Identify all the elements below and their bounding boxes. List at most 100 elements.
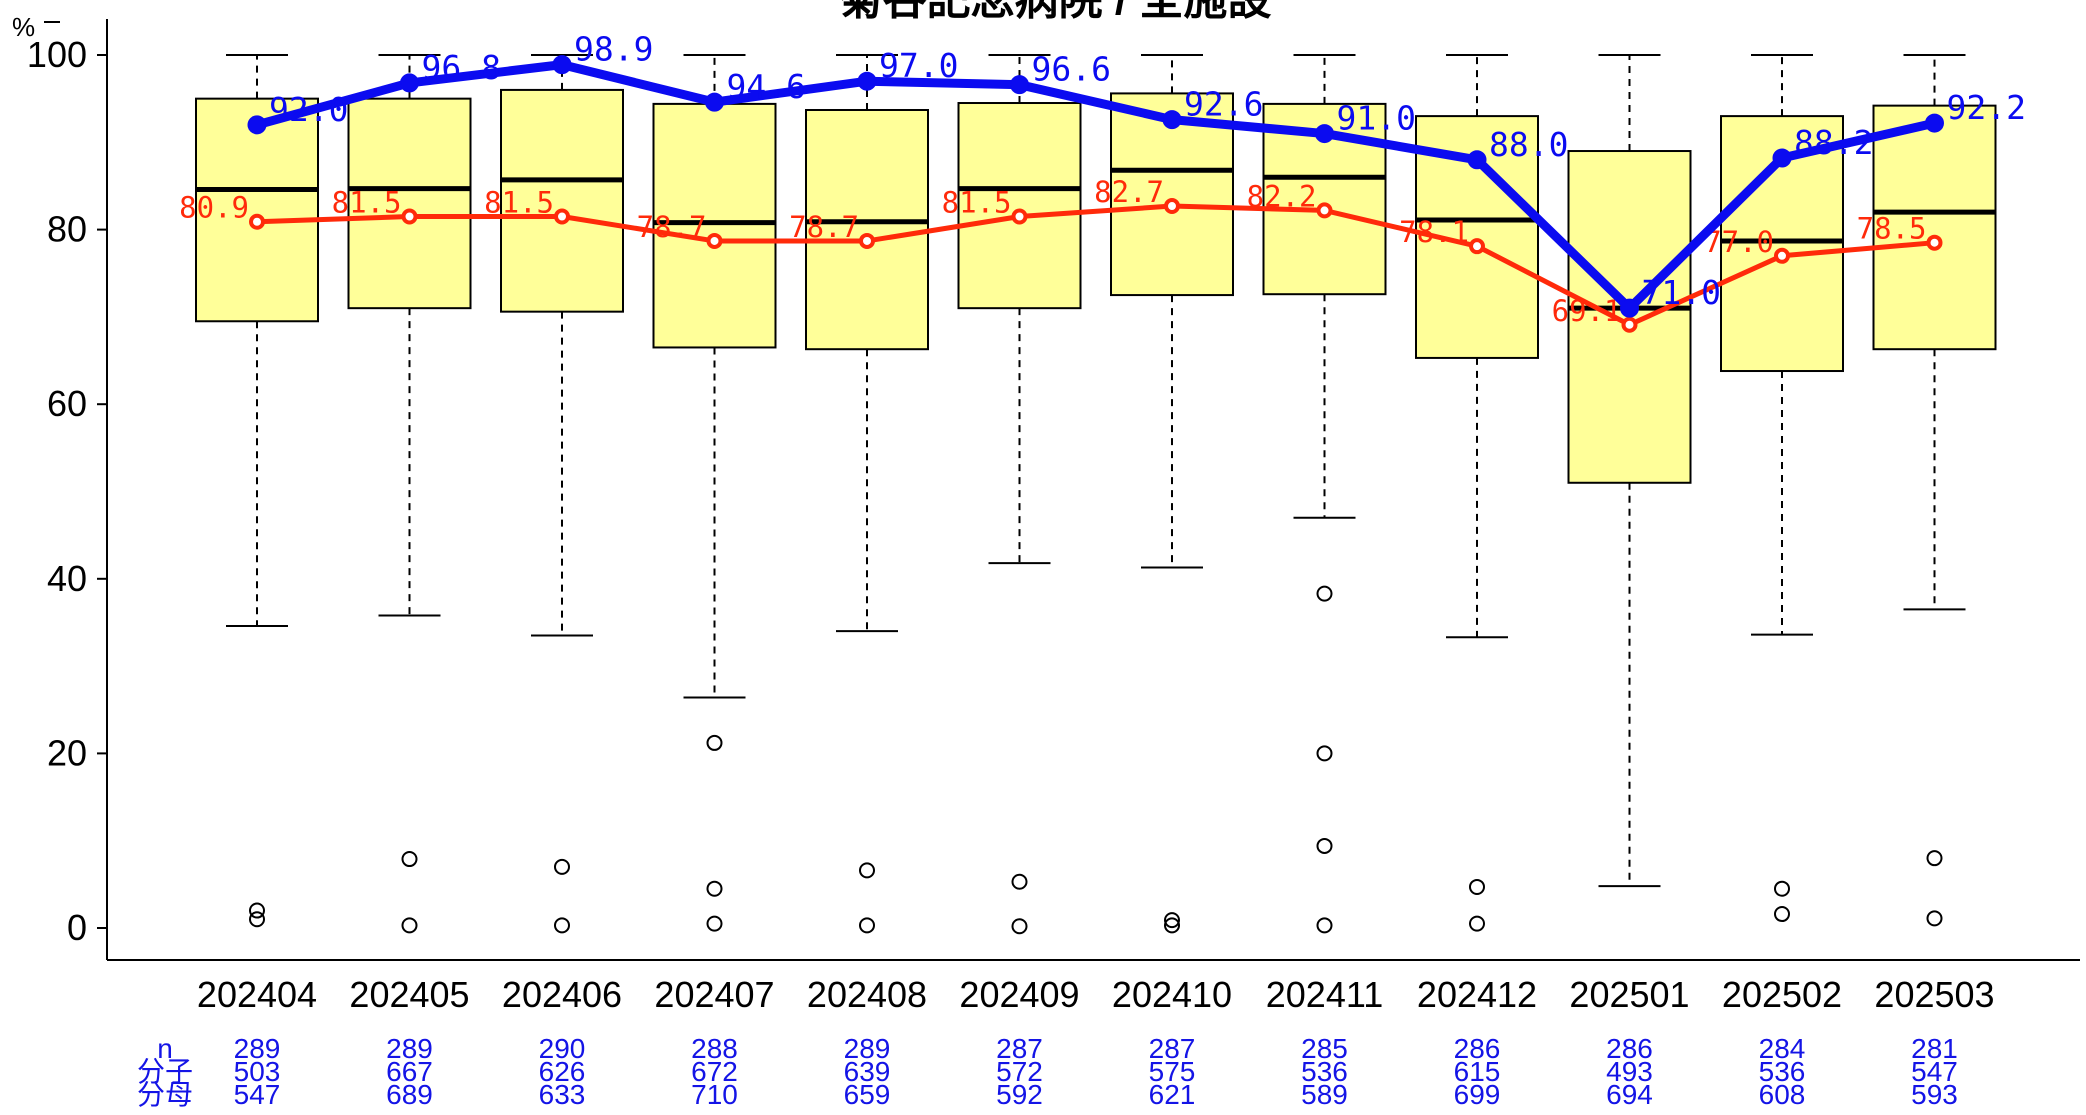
- table-cell: 286: [1606, 1033, 1653, 1064]
- outlier-point: [1926, 850, 1943, 867]
- box-iqr: [1567, 150, 1692, 484]
- series-point: [1011, 208, 1028, 225]
- series-point: [1772, 148, 1792, 168]
- x-tick-label: 202405: [349, 974, 469, 1015]
- table-cell: 281: [1911, 1033, 1958, 1064]
- x-tick-label: 202501: [1569, 974, 1689, 1015]
- data-label: 81.5: [484, 186, 554, 220]
- table-cell: 626: [539, 1056, 586, 1087]
- data-label: 92.0: [269, 90, 348, 129]
- data-label: 88.0: [1489, 125, 1568, 164]
- data-label: 92.6: [1184, 85, 1263, 124]
- box-202408: [805, 54, 929, 934]
- table-cell: 694: [1606, 1079, 1653, 1110]
- series-point: [1926, 234, 1943, 251]
- box-iqr: [1872, 104, 1997, 351]
- outlier-point: [1316, 745, 1333, 762]
- box-iqr: [805, 108, 929, 351]
- table-cell: 289: [386, 1033, 433, 1064]
- outlier-point: [1316, 585, 1333, 602]
- data-label: 78.7: [637, 210, 707, 244]
- series-point: [552, 55, 572, 75]
- x-axis: 202404 202405 202406 202407 202408 202409 2024…: [107, 959, 2080, 1015]
- series-point: [859, 232, 875, 249]
- x-tick-label: 202408: [807, 974, 927, 1015]
- table-cell: 593: [1911, 1079, 1958, 1110]
- data-label: 91.0: [1337, 99, 1416, 138]
- series-point: [705, 92, 724, 112]
- x-tick-label: 202406: [502, 974, 622, 1015]
- table-cell: 493: [1606, 1056, 1653, 1087]
- table-cell: 547: [234, 1079, 281, 1110]
- outlier-point: [706, 915, 723, 932]
- outlier-point: [1926, 910, 1943, 927]
- table-cell: 633: [539, 1079, 586, 1110]
- y-tick-label: 0: [67, 907, 87, 948]
- series-line: [255, 60, 1936, 313]
- box-iqr: [957, 102, 1082, 310]
- box-iqr: [347, 97, 472, 310]
- table-cell: 289: [844, 1033, 891, 1064]
- box-202405: [347, 54, 472, 934]
- series-point: [400, 73, 419, 93]
- outlier-point: [554, 858, 570, 875]
- data-label: 69.1: [1552, 294, 1622, 328]
- table-cell: 621: [1149, 1079, 1196, 1110]
- series-point: [401, 208, 418, 225]
- data-label: 78.1: [1399, 215, 1469, 249]
- series-point: [1620, 298, 1639, 318]
- outlier-point: [1164, 912, 1180, 929]
- series-point: [1315, 124, 1334, 144]
- table-cell: 592: [996, 1079, 1043, 1110]
- table-cell: 287: [996, 1033, 1043, 1064]
- series-point: [1010, 75, 1029, 95]
- box-202406: [500, 54, 624, 934]
- table-cell: 286: [1454, 1033, 1501, 1064]
- data-label: 77.0: [1704, 225, 1774, 259]
- series-point: [247, 115, 267, 135]
- box-202407: [652, 54, 777, 932]
- y-tick-label: 40: [47, 558, 87, 599]
- series-point: [857, 71, 877, 91]
- box-iqr: [500, 88, 624, 313]
- table-row-label: 分母: [137, 1079, 193, 1110]
- table-cell: 536: [1301, 1056, 1348, 1087]
- outlier-point: [554, 917, 570, 934]
- table-row-label: 分子: [137, 1056, 193, 1087]
- outlier-point: [1469, 878, 1485, 895]
- table-cell: 672: [691, 1056, 738, 1087]
- line-series: 80.9 81.5 81.5 78.7 78.7 81.5 82.7 82.2 78.1 69.1…: [179, 30, 2026, 333]
- series-point: [249, 213, 265, 230]
- outlier-point: [1011, 873, 1028, 890]
- table-cell: 284: [1759, 1033, 1806, 1064]
- data-label: 71.0: [1642, 273, 1721, 312]
- series-line: [256, 203, 1935, 328]
- data-label: 80.9: [179, 191, 249, 225]
- x-tick-label: 202409: [959, 974, 1079, 1015]
- box-202501: [1567, 54, 1692, 888]
- outlier-point: [1316, 837, 1333, 854]
- outlier-point: [1316, 917, 1333, 934]
- data-label: 82.7: [1094, 175, 1164, 209]
- series-point: [1316, 202, 1333, 219]
- outlier-point: [859, 862, 875, 879]
- box-iqr: [195, 97, 319, 323]
- x-tick-label: 202404: [197, 974, 317, 1015]
- data-label: 78.7: [789, 210, 859, 244]
- table-cell: 503: [234, 1056, 281, 1087]
- series-point: [1469, 238, 1485, 255]
- outlier-point: [249, 911, 265, 928]
- data-label: 94.6: [727, 67, 806, 106]
- table-cell: 547: [1911, 1056, 1958, 1087]
- series-0: 92.0 96.8 98.9 94.6 97.0 96.6 92.6 91.0 88.0 71.0…: [247, 30, 2026, 318]
- series-point: [1925, 113, 1944, 133]
- table-cell: 639: [844, 1056, 891, 1087]
- x-tick-label: 202412: [1417, 974, 1537, 1015]
- table-cell: 710: [691, 1079, 738, 1110]
- box-202412: [1415, 54, 1539, 932]
- table-cell: 667: [386, 1056, 433, 1087]
- table-cell: 287: [1149, 1033, 1196, 1064]
- y-axis-label: %: [12, 12, 35, 42]
- series-point: [1164, 198, 1180, 215]
- outlier-point: [249, 902, 265, 919]
